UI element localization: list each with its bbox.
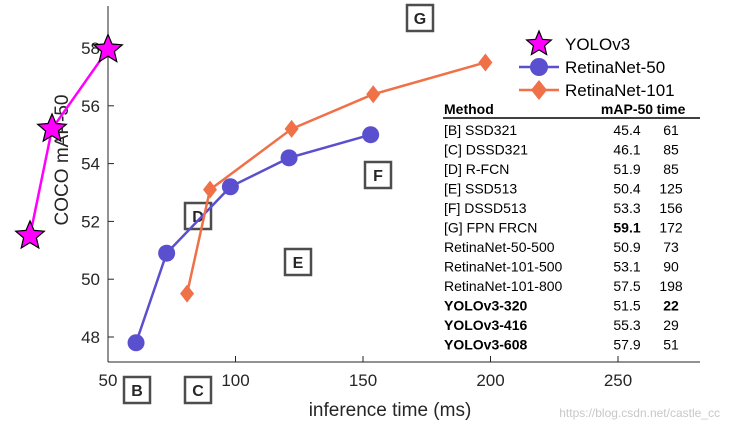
table-cell-map: 53.3 — [613, 200, 640, 216]
retinanet-50-point — [158, 244, 176, 262]
table-cell-method: YOLOv3-320 — [444, 298, 527, 314]
boxed-label-c: C — [192, 383, 204, 400]
table-cell-map: 45.4 — [613, 122, 640, 138]
table-cell-method: YOLOv3-416 — [444, 317, 527, 333]
table-cell-time: 198 — [659, 278, 683, 294]
yolov3-point — [36, 112, 68, 143]
x-tick-label: 100 — [221, 371, 249, 390]
table-cell-method: RetinaNet-50-500 — [444, 239, 555, 255]
boxed-label-g: G — [414, 11, 426, 28]
legend-label: RetinaNet-50 — [565, 58, 665, 77]
table-cell-time: 125 — [659, 181, 683, 197]
y-tick-label: 48 — [81, 328, 100, 347]
legend-star-icon — [525, 29, 553, 56]
table-cell-time: 29 — [663, 317, 679, 333]
retinanet-50-point — [127, 334, 145, 352]
table-cell-time: 61 — [663, 122, 679, 138]
table-cell-map: 57.9 — [613, 337, 640, 353]
table-cell-map: 50.4 — [613, 181, 640, 197]
boxed-label-frame — [283, 247, 313, 277]
table-cell-map: 51.5 — [613, 298, 640, 314]
table-cell-time: 172 — [659, 220, 683, 236]
boxed-label-d: D — [192, 209, 204, 226]
yolov3-point — [14, 219, 46, 250]
x-tick-label: 250 — [604, 371, 632, 390]
table-cell-method: RetinaNet-101-800 — [444, 278, 563, 294]
watermark: https://blog.csdn.net/castle_cc — [559, 406, 720, 420]
legend-label: RetinaNet-101 — [565, 81, 675, 100]
table-cell-time: 90 — [663, 259, 679, 275]
x-axis-title: inference time (ms) — [309, 400, 472, 421]
retinanet-101-point — [284, 119, 299, 138]
table-cell-method: [F] DSSD513 — [444, 200, 527, 216]
table-cell-method: [D] R-FCN — [444, 161, 509, 177]
table-cell-time: 22 — [663, 298, 679, 314]
boxed-labels: B C D E F G — [122, 3, 435, 405]
table-cell-time: 85 — [663, 142, 679, 158]
boxed-label-frame — [122, 375, 152, 405]
ticks: 50 100 150 200 250 48 50 52 54 56 58 — [81, 39, 632, 390]
table-cell-method: YOLOv3-608 — [444, 337, 527, 353]
retinanet-101-point — [366, 85, 381, 104]
table-header-cell: mAP-50 — [601, 101, 653, 117]
boxed-label-frame — [363, 160, 393, 190]
boxed-label-frame — [183, 201, 213, 231]
table-cell-time: 73 — [663, 239, 679, 255]
retinanet-50-point — [280, 149, 298, 167]
table-cell-map: 55.3 — [613, 317, 640, 333]
retinanet-50-point — [221, 178, 239, 196]
retinanet-101-point — [478, 53, 493, 72]
table-cell-method: [G] FPN FRCN — [444, 220, 537, 236]
retinanet-50-point — [362, 126, 380, 144]
y-tick-label: 58 — [81, 39, 100, 58]
table-header-cell: time — [657, 101, 686, 117]
boxed-label-b: B — [131, 383, 143, 400]
comparison-table: Method mAP-50 time [B] SSD321 45.4 61 [C] DSSD… — [443, 101, 700, 353]
boxed-label-f: F — [373, 168, 383, 185]
yolov3-point — [92, 32, 124, 63]
table-cell-map: 46.1 — [613, 142, 640, 158]
y-tick-label: 56 — [81, 97, 100, 116]
x-tick-label: 50 — [99, 371, 118, 390]
table-cell-method: [C] DSSD321 — [444, 142, 528, 158]
table-cell-time: 156 — [659, 200, 683, 216]
y-tick-label: 54 — [81, 155, 100, 174]
y-tick-label: 50 — [81, 270, 100, 289]
x-tick-label: 150 — [349, 371, 377, 390]
table-header-cell: Method — [444, 101, 494, 117]
legend-diamond-icon — [531, 80, 547, 100]
legend-label: YOLOv3 — [565, 35, 630, 54]
retinanet-50-line — [134, 133, 371, 344]
retinanet-101-point — [180, 284, 195, 303]
legend-circle-icon — [530, 58, 548, 76]
retinanet-101-line — [185, 61, 486, 294]
table-cell-method: [E] SSD513 — [444, 181, 517, 197]
legend: YOLOv3 RetinaNet-50 RetinaNet-101 — [519, 29, 675, 100]
boxed-label-frame — [405, 3, 435, 33]
table-cell-time: 51 — [663, 337, 679, 353]
table-cell-map: 53.1 — [613, 259, 640, 275]
axes — [107, 6, 700, 363]
boxed-label-frame — [183, 375, 213, 405]
y-tick-label: 52 — [81, 212, 100, 231]
table-cell-method: [B] SSD321 — [444, 122, 517, 138]
table-cell-method: RetinaNet-101-500 — [444, 259, 563, 275]
table-cell-map: 51.9 — [613, 161, 640, 177]
table-cell-map: 59.1 — [613, 220, 640, 236]
table-cell-map: 57.5 — [613, 278, 640, 294]
x-tick-label: 200 — [476, 371, 504, 390]
series-group — [14, 32, 493, 352]
retinanet-101-point — [203, 180, 217, 199]
table-cell-time: 85 — [663, 161, 679, 177]
boxed-label-e: E — [293, 255, 304, 272]
table-cell-map: 50.9 — [613, 239, 640, 255]
